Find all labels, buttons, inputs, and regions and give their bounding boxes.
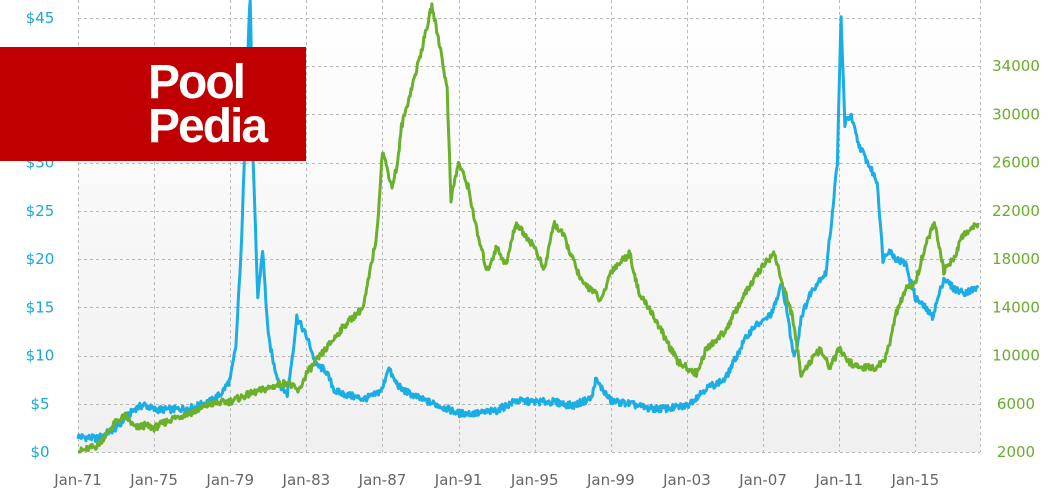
x-tick-label: Jan-91 xyxy=(434,471,483,489)
x-tick-label: Jan-95 xyxy=(510,471,559,489)
x-tick-label: Jan-79 xyxy=(205,471,254,489)
y-left-tick-label: $25 xyxy=(26,202,55,220)
y-left-tick-label: $5 xyxy=(30,395,49,413)
y-right-tick-label: 22000 xyxy=(992,202,1040,220)
x-tick-label: Jan-87 xyxy=(358,471,407,489)
x-tick-label: Jan-07 xyxy=(738,471,787,489)
y-left-tick-label: $10 xyxy=(26,347,55,365)
x-tick-label: Jan-99 xyxy=(586,471,635,489)
y-right-tick-label: 14000 xyxy=(992,298,1040,316)
y-right-tick-label: 10000 xyxy=(992,347,1040,365)
x-tick-label: Jan-75 xyxy=(129,471,178,489)
x-tick-label: Jan-83 xyxy=(282,471,331,489)
y-right-tick-label: 34000 xyxy=(992,57,1040,75)
right-axis-ticks: 2000 6000 10000 14000 18000 22000 26000 30000 34… xyxy=(992,57,1040,461)
x-tick-label: Jan-15 xyxy=(890,471,939,489)
series-line-right-axis xyxy=(77,2,980,454)
y-left-tick-label: $45 xyxy=(26,9,55,27)
y-right-tick-label: 2000 xyxy=(997,443,1035,461)
logo-text-line2: Pedia xyxy=(148,100,268,153)
series-layer xyxy=(76,0,980,454)
poolpedia-logo: Pool Pedia xyxy=(0,47,306,161)
y-right-tick-label: 26000 xyxy=(992,154,1040,172)
x-axis-ticks: Jan-71 Jan-75 Jan-79 Jan-83 Jan-87 Jan-91 Jan-… xyxy=(53,471,939,489)
y-right-tick-label: 6000 xyxy=(997,395,1035,413)
x-tick-label: Jan-11 xyxy=(814,471,863,489)
y-right-tick-label: 18000 xyxy=(992,250,1040,268)
y-left-tick-label: $0 xyxy=(30,443,49,461)
series-line-left-axis xyxy=(76,0,980,443)
logo-text-line1: Pool xyxy=(148,56,246,109)
x-tick-label: Jan-03 xyxy=(662,471,711,489)
y-right-tick-label: 30000 xyxy=(992,105,1040,123)
y-left-tick-label: $20 xyxy=(26,250,55,268)
y-left-tick-label: $15 xyxy=(26,298,55,316)
x-tick-label: Jan-71 xyxy=(53,471,102,489)
